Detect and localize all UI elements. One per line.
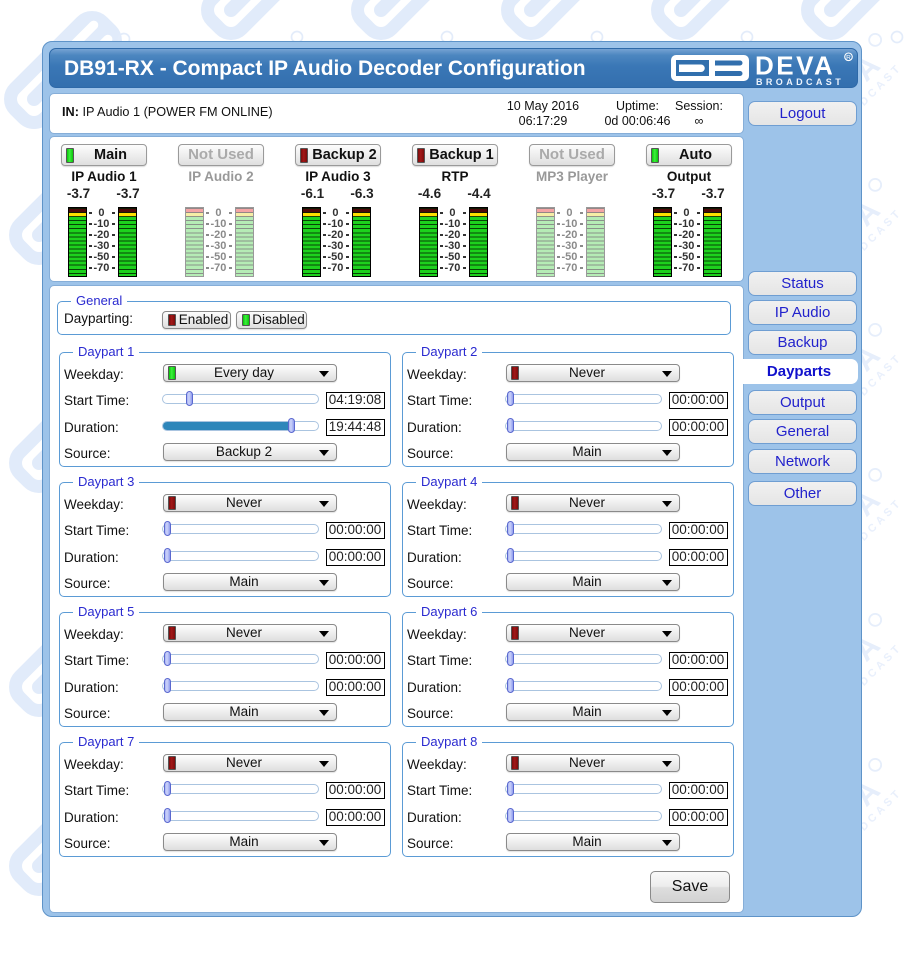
svg-text:R: R <box>846 55 851 62</box>
svg-text:DEVA: DEVA <box>755 51 835 81</box>
svg-text:BROADCAST: BROADCAST <box>756 77 844 87</box>
